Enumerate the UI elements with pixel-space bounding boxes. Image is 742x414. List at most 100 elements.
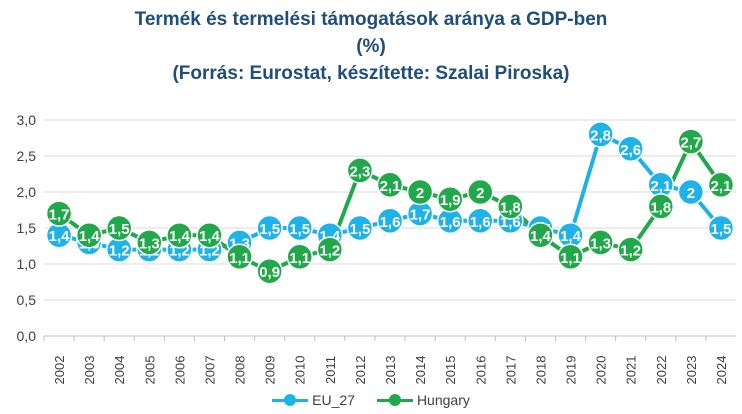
legend: EU_27 Hungary [0, 392, 742, 408]
data-label-eu27: 1,4 [560, 228, 582, 245]
data-point-eu27 [677, 178, 705, 206]
data-label-hungary: 1,4 [530, 228, 552, 245]
data-point-eu27 [467, 207, 494, 235]
data-label-hungary: 1,1 [289, 250, 310, 267]
data-label-hungary: 1,3 [139, 235, 160, 252]
data-point-eu27 [707, 214, 735, 242]
data-label-eu27: 1,2 [109, 243, 130, 260]
data-point-eu27 [256, 214, 283, 242]
data-point-hungary [557, 243, 584, 271]
x-tick-label: 2016 [473, 356, 488, 385]
data-label-hungary: 1,7 [49, 207, 70, 224]
x-tick-label: 2003 [82, 356, 97, 385]
data-point-hungary [467, 178, 494, 206]
data-label-hungary: 2 [476, 185, 484, 202]
data-label-eu27: 1,6 [380, 214, 401, 231]
legend-item-hungary[interactable]: Hungary [376, 392, 470, 408]
data-label-hungary: 1,1 [229, 250, 250, 267]
data-point-hungary [647, 193, 675, 220]
y-tick-label: 3,0 [17, 112, 37, 128]
x-tick-label: 2002 [52, 356, 67, 385]
data-label-eu27: 2,1 [650, 178, 671, 195]
legend-label-eu27: EU_27 [312, 392, 355, 408]
x-tick-label: 2022 [654, 356, 669, 385]
x-tick-label: 2020 [594, 356, 609, 385]
x-tick-label: 2015 [443, 356, 458, 385]
data-point-hungary [196, 221, 223, 249]
data-point-hungary [136, 229, 163, 256]
data-label-hungary: 2,1 [380, 178, 401, 195]
data-label-hungary: 1,8 [500, 199, 521, 216]
y-tick-label: 0,5 [17, 292, 37, 308]
data-point-eu27 [346, 214, 374, 242]
data-label-hungary: 1,5 [109, 221, 130, 238]
data-label-eu27: 1,5 [711, 221, 732, 238]
data-point-hungary [256, 257, 283, 285]
data-point-hungary [376, 171, 404, 199]
data-label-hungary: 1,9 [440, 192, 461, 209]
x-tick-label: 2024 [714, 356, 729, 385]
title-line-2: (%) [356, 36, 386, 57]
legend-item-eu27[interactable]: EU_27 [272, 392, 355, 408]
data-label-hungary: 1,3 [590, 235, 611, 252]
data-label-eu27: 1,5 [349, 221, 370, 238]
data-point-hungary [436, 185, 464, 213]
y-tick-label: 1,5 [17, 220, 37, 236]
data-label-hungary: 2,7 [680, 135, 701, 152]
data-point-hungary [707, 171, 735, 199]
data-label-hungary: 1,1 [560, 250, 581, 267]
data-point-hungary [226, 243, 253, 271]
data-label-eu27: 1,6 [470, 214, 491, 231]
legend-label-hungary: Hungary [416, 392, 470, 408]
data-label-eu27: 2,8 [590, 127, 611, 144]
data-point-hungary [587, 229, 614, 256]
data-point-eu27 [286, 214, 313, 242]
data-point-hungary [617, 236, 644, 263]
x-tick-label: 2007 [202, 356, 217, 385]
data-label-hungary: 0,9 [259, 264, 280, 281]
x-tick-label: 2009 [263, 356, 278, 385]
data-point-eu27 [617, 135, 644, 163]
title-line-1: Termék és termelési támogatások aránya a… [134, 9, 608, 30]
x-tick-label: 2019 [564, 356, 579, 385]
data-point-hungary [346, 157, 374, 184]
legend-swatch-eu27 [272, 393, 309, 407]
x-tick-label: 2008 [233, 356, 248, 385]
data-point-hungary [677, 128, 705, 155]
x-tick-label: 2006 [172, 356, 187, 385]
data-label-hungary: 1,2 [620, 243, 641, 260]
legend-swatch-hungary [376, 393, 413, 407]
data-label-eu27: 1,5 [289, 221, 310, 238]
title-line-3: (Forrás: Eurostat, készítette: Szalai Pi… [172, 63, 570, 84]
data-point-hungary [105, 214, 133, 242]
data-label-hungary: 1,4 [199, 228, 221, 245]
data-label-hungary: 1,4 [169, 228, 191, 245]
data-label-hungary: 1,8 [650, 199, 671, 216]
data-point-hungary [316, 236, 344, 263]
x-tick-label: 2004 [112, 356, 127, 385]
y-tick-label: 2,0 [17, 184, 37, 200]
x-tick-label: 2017 [503, 356, 518, 385]
data-label-hungary: 2,1 [711, 178, 732, 195]
data-point-hungary [406, 178, 434, 206]
x-tick-label: 2012 [353, 356, 368, 385]
data-label-eu27: 2 [687, 185, 695, 202]
line-chart: 0,0 0,5 1,0 1,5 2,0 2,5 3,0 2002 2003 2004 2005 200… [17, 112, 736, 385]
data-label-eu27: 1,4 [49, 228, 71, 245]
x-tick-label: 2013 [383, 356, 398, 385]
data-point-hungary [75, 221, 103, 249]
x-tick-label: 2005 [142, 356, 157, 385]
x-tick-label: 2014 [413, 356, 428, 385]
data-point-hungary [497, 193, 524, 220]
x-tick-label: 2023 [684, 356, 699, 385]
data-point-hungary [527, 221, 554, 249]
data-point-eu27 [587, 121, 614, 148]
data-label-eu27: 2,6 [620, 142, 641, 159]
y-tick-label: 0,0 [17, 328, 37, 344]
chart-title: Termék és termelési támogatások aránya a… [0, 6, 742, 87]
data-label-hungary: 2,3 [349, 163, 370, 180]
data-label-eu27: 1,7 [410, 207, 431, 224]
x-tick-label: 2011 [323, 356, 338, 384]
x-tick-label: 2010 [293, 356, 308, 385]
data-label-eu27: 1,5 [259, 221, 280, 238]
